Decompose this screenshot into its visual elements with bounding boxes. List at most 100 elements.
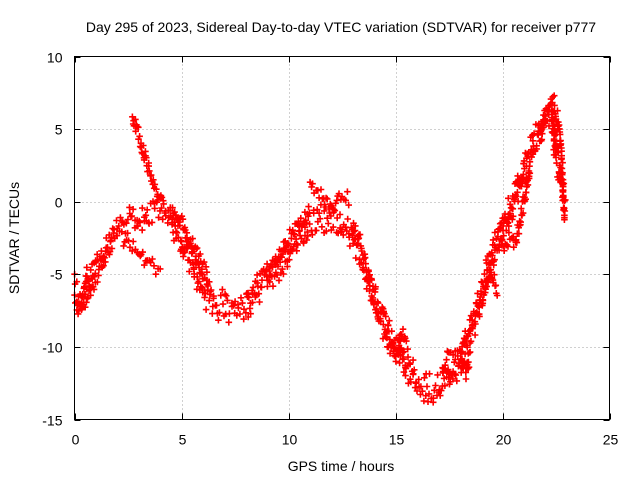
data-point bbox=[268, 273, 276, 280]
data-point bbox=[184, 256, 192, 264]
data-point bbox=[219, 286, 226, 293]
data-point bbox=[113, 232, 120, 239]
plot-frame bbox=[74, 56, 610, 420]
data-point bbox=[189, 235, 196, 242]
data-point bbox=[537, 137, 545, 145]
x-tick-label: 15 bbox=[389, 432, 405, 448]
data-point bbox=[197, 283, 205, 290]
data-point bbox=[559, 159, 566, 166]
data-point bbox=[303, 236, 311, 244]
data-point bbox=[495, 225, 503, 233]
data-point bbox=[441, 365, 448, 372]
data-point bbox=[472, 320, 479, 328]
data-point bbox=[181, 224, 189, 231]
data-point bbox=[505, 229, 513, 236]
data-point bbox=[456, 346, 464, 353]
data-point bbox=[352, 222, 359, 230]
data-point bbox=[78, 306, 85, 313]
data-point bbox=[269, 282, 277, 290]
data-point bbox=[141, 261, 148, 269]
x-tick-label: 20 bbox=[496, 432, 512, 448]
data-point bbox=[499, 222, 507, 230]
data-point bbox=[533, 142, 540, 150]
data-point bbox=[87, 266, 94, 274]
data-point bbox=[308, 183, 315, 191]
data-point bbox=[356, 231, 364, 238]
data-point bbox=[457, 349, 464, 357]
data-point bbox=[98, 247, 105, 255]
data-point bbox=[126, 204, 133, 211]
data-point bbox=[352, 254, 360, 262]
data-point bbox=[506, 201, 514, 208]
data-point bbox=[505, 195, 512, 202]
data-point bbox=[333, 214, 341, 222]
data-point bbox=[284, 248, 292, 256]
data-point bbox=[258, 284, 265, 291]
data-point bbox=[368, 275, 375, 282]
data-point bbox=[147, 171, 155, 179]
data-point bbox=[474, 290, 481, 297]
data-point bbox=[372, 283, 379, 291]
data-point bbox=[478, 278, 485, 286]
data-point bbox=[395, 342, 403, 349]
data-point bbox=[514, 172, 521, 180]
data-point bbox=[482, 285, 489, 293]
data-point bbox=[491, 256, 498, 263]
data-point bbox=[293, 240, 301, 248]
data-point bbox=[95, 272, 102, 279]
data-point bbox=[551, 102, 558, 109]
x-tick-labels: 0 5 10 15 20 25 bbox=[72, 432, 619, 448]
data-point bbox=[466, 330, 473, 337]
data-point bbox=[310, 209, 317, 217]
data-point bbox=[213, 302, 220, 309]
data-point bbox=[120, 242, 127, 250]
data-point bbox=[285, 241, 292, 249]
data-point bbox=[530, 147, 537, 155]
x-tick-label: 25 bbox=[603, 432, 619, 448]
data-point bbox=[323, 195, 331, 203]
data-point bbox=[231, 309, 238, 317]
data-point bbox=[345, 230, 353, 237]
data-point bbox=[202, 306, 210, 313]
data-point bbox=[158, 194, 166, 201]
data-point bbox=[481, 270, 488, 278]
data-point bbox=[186, 268, 193, 275]
data-point bbox=[373, 305, 380, 313]
data-point bbox=[449, 351, 457, 359]
data-point bbox=[288, 235, 295, 242]
data-point bbox=[546, 103, 553, 111]
data-point bbox=[378, 303, 386, 311]
data-point bbox=[429, 399, 437, 406]
data-point bbox=[404, 345, 411, 353]
data-point bbox=[107, 237, 115, 244]
data-point bbox=[476, 313, 483, 320]
data-point bbox=[216, 309, 223, 316]
data-point bbox=[207, 286, 215, 294]
data-point bbox=[171, 208, 178, 216]
data-point bbox=[253, 279, 261, 287]
data-point bbox=[90, 286, 98, 293]
data-point bbox=[306, 220, 313, 228]
data-point bbox=[500, 232, 507, 239]
data-point bbox=[465, 363, 473, 371]
data-point bbox=[313, 206, 321, 213]
data-point bbox=[372, 306, 379, 313]
data-point bbox=[467, 338, 475, 345]
data-point bbox=[461, 327, 469, 335]
data-point bbox=[382, 313, 389, 320]
data-point bbox=[397, 337, 404, 345]
data-point bbox=[318, 223, 326, 231]
data-point bbox=[122, 230, 129, 237]
data-point bbox=[327, 212, 335, 220]
data-point bbox=[284, 263, 291, 270]
data-point bbox=[249, 299, 256, 306]
data-point bbox=[404, 353, 412, 361]
data-point bbox=[400, 355, 408, 363]
data-point bbox=[321, 201, 328, 208]
data-point bbox=[517, 218, 524, 226]
data-point bbox=[156, 265, 164, 273]
data-point bbox=[466, 348, 474, 356]
data-point bbox=[170, 237, 178, 244]
data-point bbox=[492, 282, 500, 289]
data-point bbox=[237, 294, 245, 302]
